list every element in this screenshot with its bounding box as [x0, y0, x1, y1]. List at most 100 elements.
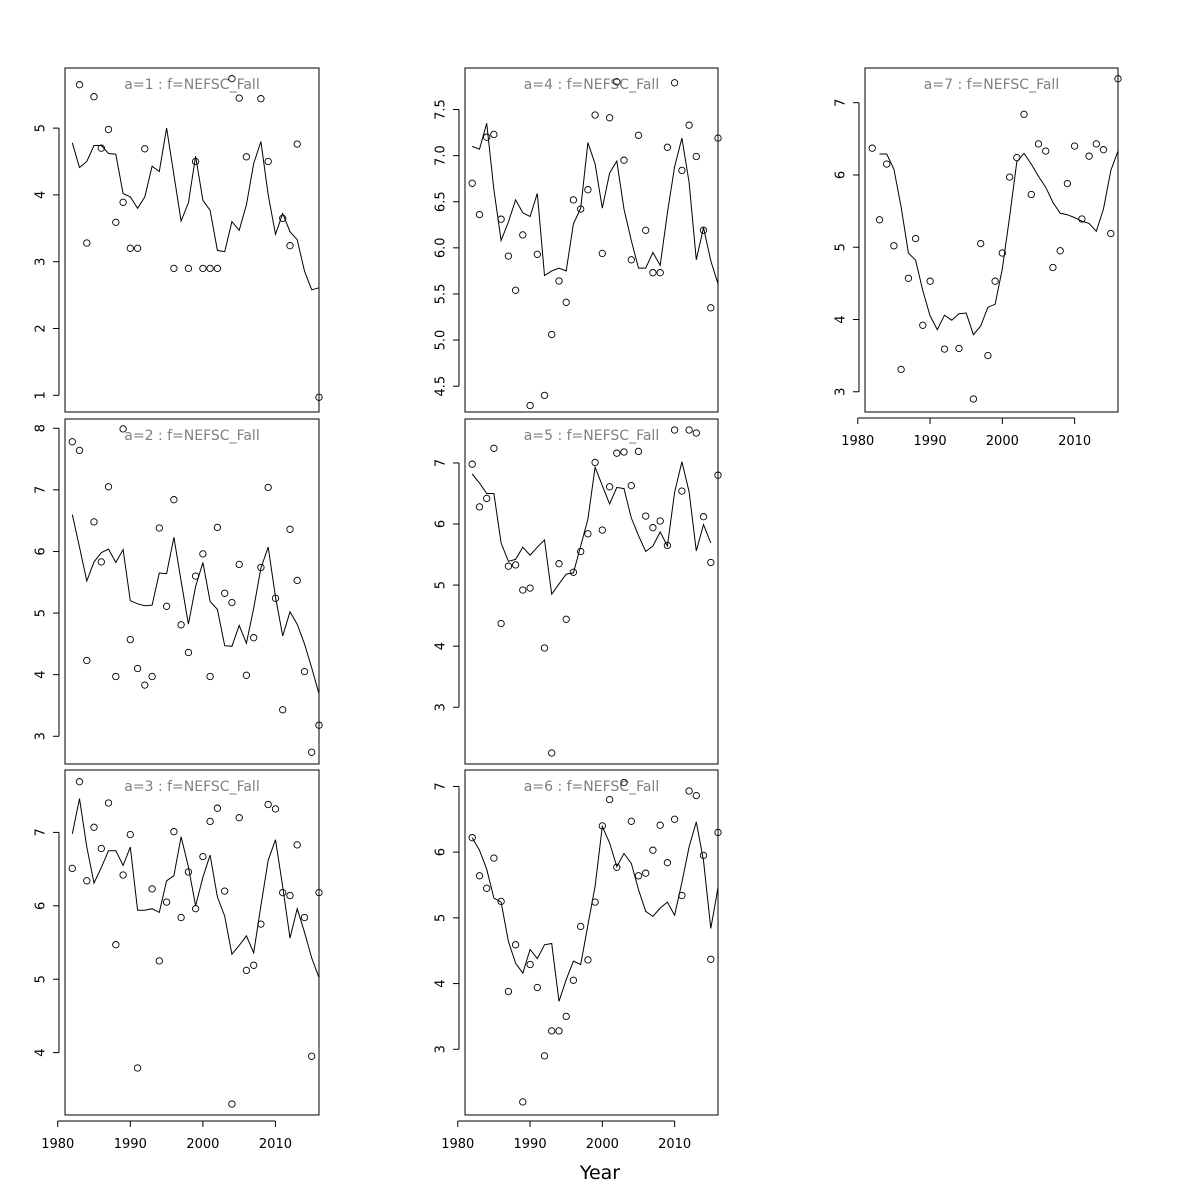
observed-point — [83, 656, 91, 665]
observed-point — [1070, 142, 1079, 150]
y-tick-label: 7 — [434, 459, 449, 467]
observed-point — [162, 898, 171, 906]
observed-point — [271, 805, 280, 813]
observed-point — [598, 249, 606, 258]
observed-point — [286, 525, 294, 533]
observed-point — [969, 395, 978, 403]
x-tick-label: 1990 — [114, 1137, 147, 1152]
observed-point — [591, 111, 599, 119]
observed-point — [562, 1012, 570, 1021]
observed-point — [242, 671, 251, 679]
observed-point — [308, 1052, 316, 1060]
observed-point — [468, 460, 476, 468]
predicted-line — [471, 821, 719, 1002]
observed-point — [548, 749, 556, 757]
observed-point — [315, 721, 323, 729]
observed-point — [919, 321, 927, 329]
observed-point — [678, 166, 686, 175]
y-tick-label: 5.5 — [434, 284, 449, 305]
y-tick-label: 2 — [34, 324, 49, 332]
y-tick-label: 4 — [34, 1048, 49, 1056]
observed-point — [490, 444, 498, 452]
observed-point — [548, 330, 556, 339]
observed-point — [242, 153, 251, 161]
observed-point — [1034, 140, 1043, 148]
panel-6: a=6 : f=NEFSC_Fall 3 4 5 6 7 1980 1990 2000 2010 — [434, 769, 722, 1152]
observed-point — [184, 648, 193, 657]
observed-point — [714, 471, 722, 479]
observed-point — [279, 214, 287, 222]
observed-point — [620, 448, 628, 456]
observed-point — [1114, 75, 1122, 83]
y-tick-label: 3 — [834, 388, 849, 396]
observed-point — [642, 512, 650, 520]
observed-point — [97, 844, 105, 853]
y-tick-label: 6 — [34, 547, 49, 555]
observed-point — [685, 121, 693, 129]
observed-point — [119, 871, 127, 879]
observed-point — [634, 872, 643, 880]
observed-point — [504, 252, 513, 260]
observed-point — [1013, 153, 1021, 162]
observed-point — [148, 672, 156, 681]
y-tick-label: 6.0 — [434, 237, 449, 258]
observed-point — [83, 239, 91, 247]
observed-point — [548, 1027, 556, 1035]
observed-point — [170, 264, 178, 273]
observed-point — [191, 572, 200, 580]
y-tick-label: 1 — [34, 391, 49, 399]
predicted-line — [71, 514, 320, 694]
observed-point — [714, 828, 722, 837]
observed-point — [642, 226, 650, 234]
observed-point — [634, 447, 643, 456]
observed-point — [591, 898, 599, 906]
panel-frame — [864, 67, 1119, 413]
panel-5: a=5 : f=NEFSC_Fall 3 4 5 6 7 — [434, 418, 722, 765]
observed-point — [577, 547, 585, 556]
x-tick-label: 2010 — [1058, 434, 1091, 449]
observed-point — [199, 550, 207, 558]
observed-point — [649, 846, 657, 854]
observed-point — [257, 920, 265, 928]
observed-point — [642, 869, 650, 877]
observed-point — [598, 822, 606, 830]
observed-point — [75, 81, 84, 89]
observed-point — [613, 863, 621, 871]
observed-point — [126, 830, 134, 839]
y-tick-label: 7 — [34, 486, 49, 494]
observed-point — [991, 277, 999, 285]
observed-point — [206, 672, 214, 681]
observed-point — [649, 524, 657, 532]
observed-point — [1042, 147, 1050, 155]
observed-point — [104, 483, 113, 491]
observed-point — [511, 941, 520, 949]
observed-point — [264, 157, 272, 166]
observed-point — [1049, 263, 1057, 272]
observed-point — [468, 179, 476, 187]
x-tick-label: 2010 — [658, 1137, 691, 1152]
panel-title: a=6 : f=NEFSC_Fall — [524, 779, 659, 795]
observed-point — [555, 560, 563, 568]
observed-point — [250, 634, 258, 642]
observed-point — [620, 778, 628, 787]
observed-point — [591, 458, 599, 467]
y-tick-label: 4 — [34, 191, 49, 199]
observed-point — [213, 804, 222, 812]
observed-point — [868, 144, 876, 152]
observed-point — [911, 234, 920, 243]
observed-point — [68, 438, 76, 446]
panel-title: a=2 : f=NEFSC_Fall — [124, 428, 259, 444]
panel-2: a=2 : f=NEFSC_Fall 3 4 5 6 7 8 — [34, 418, 323, 765]
observed-point — [1099, 146, 1108, 154]
observed-point — [141, 145, 149, 153]
observed-point — [97, 144, 105, 152]
observed-point — [483, 884, 491, 892]
observed-point — [279, 888, 287, 897]
y-tick-label: 3 — [434, 1045, 449, 1053]
predicted-line — [472, 123, 719, 284]
observed-point — [699, 851, 708, 860]
observed-point — [670, 815, 679, 823]
observed-point — [511, 286, 520, 294]
observed-point — [584, 186, 592, 194]
observed-point — [279, 706, 287, 714]
